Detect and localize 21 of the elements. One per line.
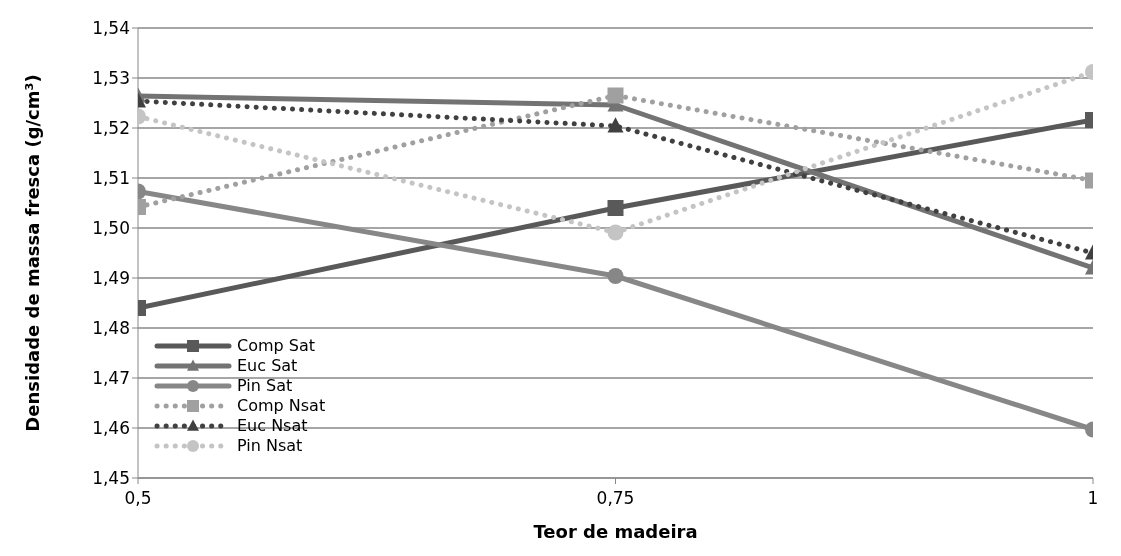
y-tick-label: 1,45 bbox=[92, 468, 130, 489]
x-tick-label: 0,5 bbox=[124, 488, 152, 509]
legend-label: Euc Sat bbox=[237, 356, 298, 376]
legend-label: Comp Nsat bbox=[237, 396, 326, 416]
y-axis-title: Densidade de massa fresca (g/cm³) bbox=[22, 74, 44, 432]
x-axis-title: Teor de madeira bbox=[533, 521, 698, 542]
y-tick-label: 1,51 bbox=[92, 168, 130, 189]
legend-label: Euc Nsat bbox=[237, 416, 308, 436]
y-tick-label: 1,46 bbox=[92, 418, 130, 439]
x-tick-label: 0,75 bbox=[596, 488, 635, 509]
legend-label: Pin Nsat bbox=[237, 436, 303, 456]
legend-label: Comp Sat bbox=[237, 336, 316, 356]
y-tick-label: 1,49 bbox=[92, 268, 130, 289]
y-tick-label: 1,48 bbox=[92, 318, 130, 339]
y-tick-label: 1,50 bbox=[92, 218, 130, 239]
y-tick-label: 1,47 bbox=[92, 368, 130, 389]
x-tick-label: 1 bbox=[1087, 488, 1099, 509]
y-tick-label: 1,54 bbox=[92, 18, 130, 39]
y-tick-label: 1,52 bbox=[92, 118, 130, 139]
y-tick-label: 1,53 bbox=[92, 68, 130, 89]
legend-label: Pin Sat bbox=[237, 376, 293, 396]
